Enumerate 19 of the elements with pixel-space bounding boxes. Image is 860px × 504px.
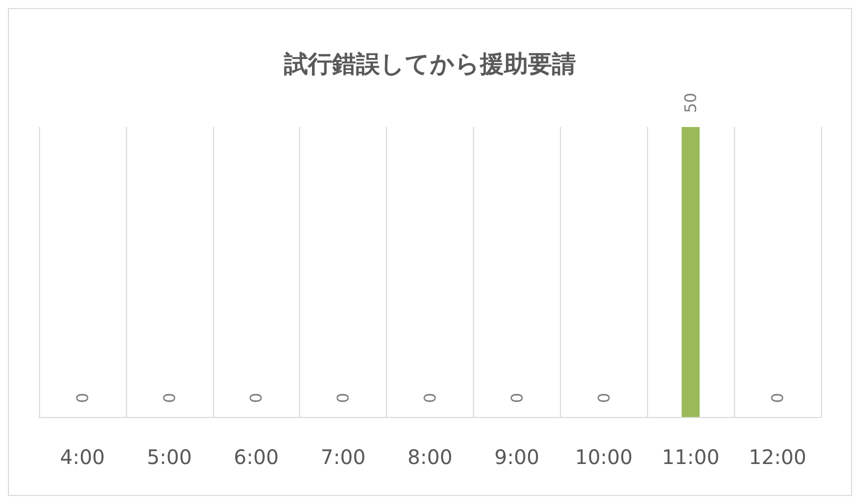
data-label: 0 <box>420 392 440 403</box>
data-label: 50 <box>681 92 700 113</box>
data-label: 0 <box>160 392 179 403</box>
x-tick-label: 4:00 <box>60 445 105 469</box>
data-label: 0 <box>334 392 353 403</box>
data-label: 0 <box>246 392 266 403</box>
x-tick-label: 7:00 <box>320 445 366 469</box>
x-tick-label: 5:00 <box>146 445 192 469</box>
data-label: 0 <box>594 392 614 403</box>
data-label: 0 <box>72 392 92 403</box>
x-tick-label: 11:00 <box>662 445 720 469</box>
x-tick-label: 9:00 <box>494 445 540 469</box>
data-label: 0 <box>507 392 526 403</box>
chart-title: 試行錯誤してから援助要請 <box>283 50 576 78</box>
x-tick-label: 6:00 <box>234 445 279 469</box>
x-tick-label: 8:00 <box>408 445 452 469</box>
x-tick-label: 12:00 <box>748 445 806 469</box>
x-tick-label: 10:00 <box>574 445 633 469</box>
data-label: 0 <box>768 392 788 403</box>
